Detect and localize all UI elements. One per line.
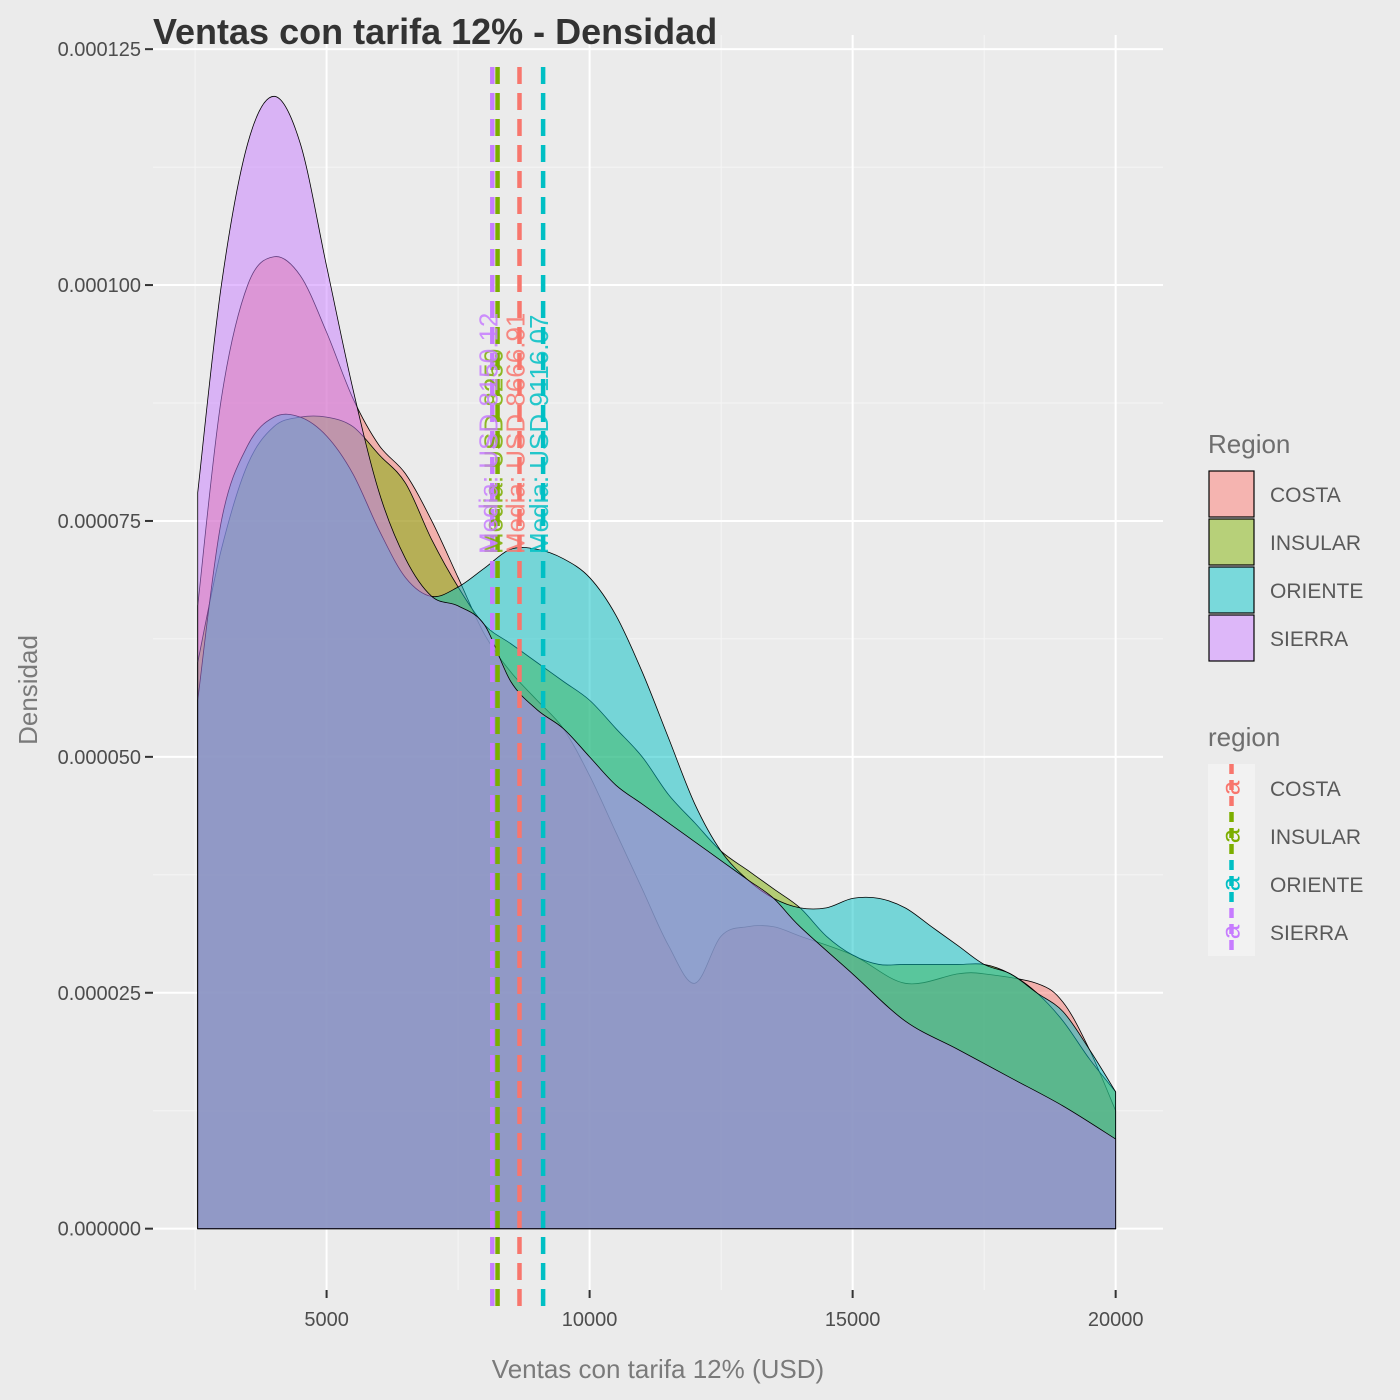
mean-label-insular: Media: USD 8250 <box>479 349 509 554</box>
y-axis-title: Densidad <box>13 635 43 745</box>
legend-label-sierra: SIERRA <box>1270 628 1348 651</box>
chart-title: Ventas con tarifa 12% - Densidad <box>153 11 717 52</box>
mean-label-sierra: Media: USD 8150.12 <box>473 313 503 554</box>
legend-swatch-sierra <box>1208 614 1255 662</box>
legend-title-line: region <box>1208 722 1280 752</box>
legend-glyph-oriente: a <box>1216 876 1246 891</box>
y-tick-label: 0.000125 <box>58 39 141 61</box>
mean-label-costa: Media: USD 8666.91 <box>500 313 530 554</box>
y-tick-label: 0.000025 <box>58 983 141 1005</box>
legend-label-oriente: ORIENTE <box>1270 580 1363 603</box>
legend-swatch-oriente <box>1208 566 1255 614</box>
density-area-sierra <box>197 95 1117 1230</box>
y-tick-label: 0.000050 <box>58 747 141 769</box>
mean-label-oriente: Media: USD 9116.07 <box>524 315 554 554</box>
legend-title-fill: Region <box>1208 429 1290 459</box>
legend-label-insular: INSULAR <box>1270 826 1361 849</box>
legend-label-costa: COSTA <box>1270 778 1341 801</box>
y-tick-label: 0.000000 <box>58 1219 141 1241</box>
x-axis-title: Ventas con tarifa 12% (USD) <box>492 1354 824 1384</box>
legend-label-insular: INSULAR <box>1270 532 1361 555</box>
legend-swatch-costa <box>1208 470 1255 518</box>
x-tick-label: 10000 <box>562 1309 618 1331</box>
legend-glyph-costa: a <box>1216 780 1246 795</box>
x-tick-label: 20000 <box>1088 1309 1144 1331</box>
legend-label-oriente: ORIENTE <box>1270 874 1363 897</box>
y-tick-label: 0.000075 <box>58 511 141 533</box>
legend-swatch-insular <box>1208 518 1255 566</box>
x-tick-label: 15000 <box>825 1309 881 1331</box>
axes: 0.000000 0.000025 0.000050 0.000075 0.000100… <box>58 39 1144 1331</box>
legends: Region COSTA INSULAR ORIENTE SIERRA region a CO… <box>1208 429 1363 956</box>
legend-glyph-insular: a <box>1216 828 1246 843</box>
legend-label-costa: COSTA <box>1270 484 1341 507</box>
x-tick-label: 5000 <box>304 1309 349 1331</box>
y-tick-label: 0.000100 <box>58 275 141 297</box>
density-areas <box>197 95 1117 1230</box>
legend-glyph-sierra: a <box>1216 924 1246 939</box>
legend-label-sierra: SIERRA <box>1270 922 1348 945</box>
